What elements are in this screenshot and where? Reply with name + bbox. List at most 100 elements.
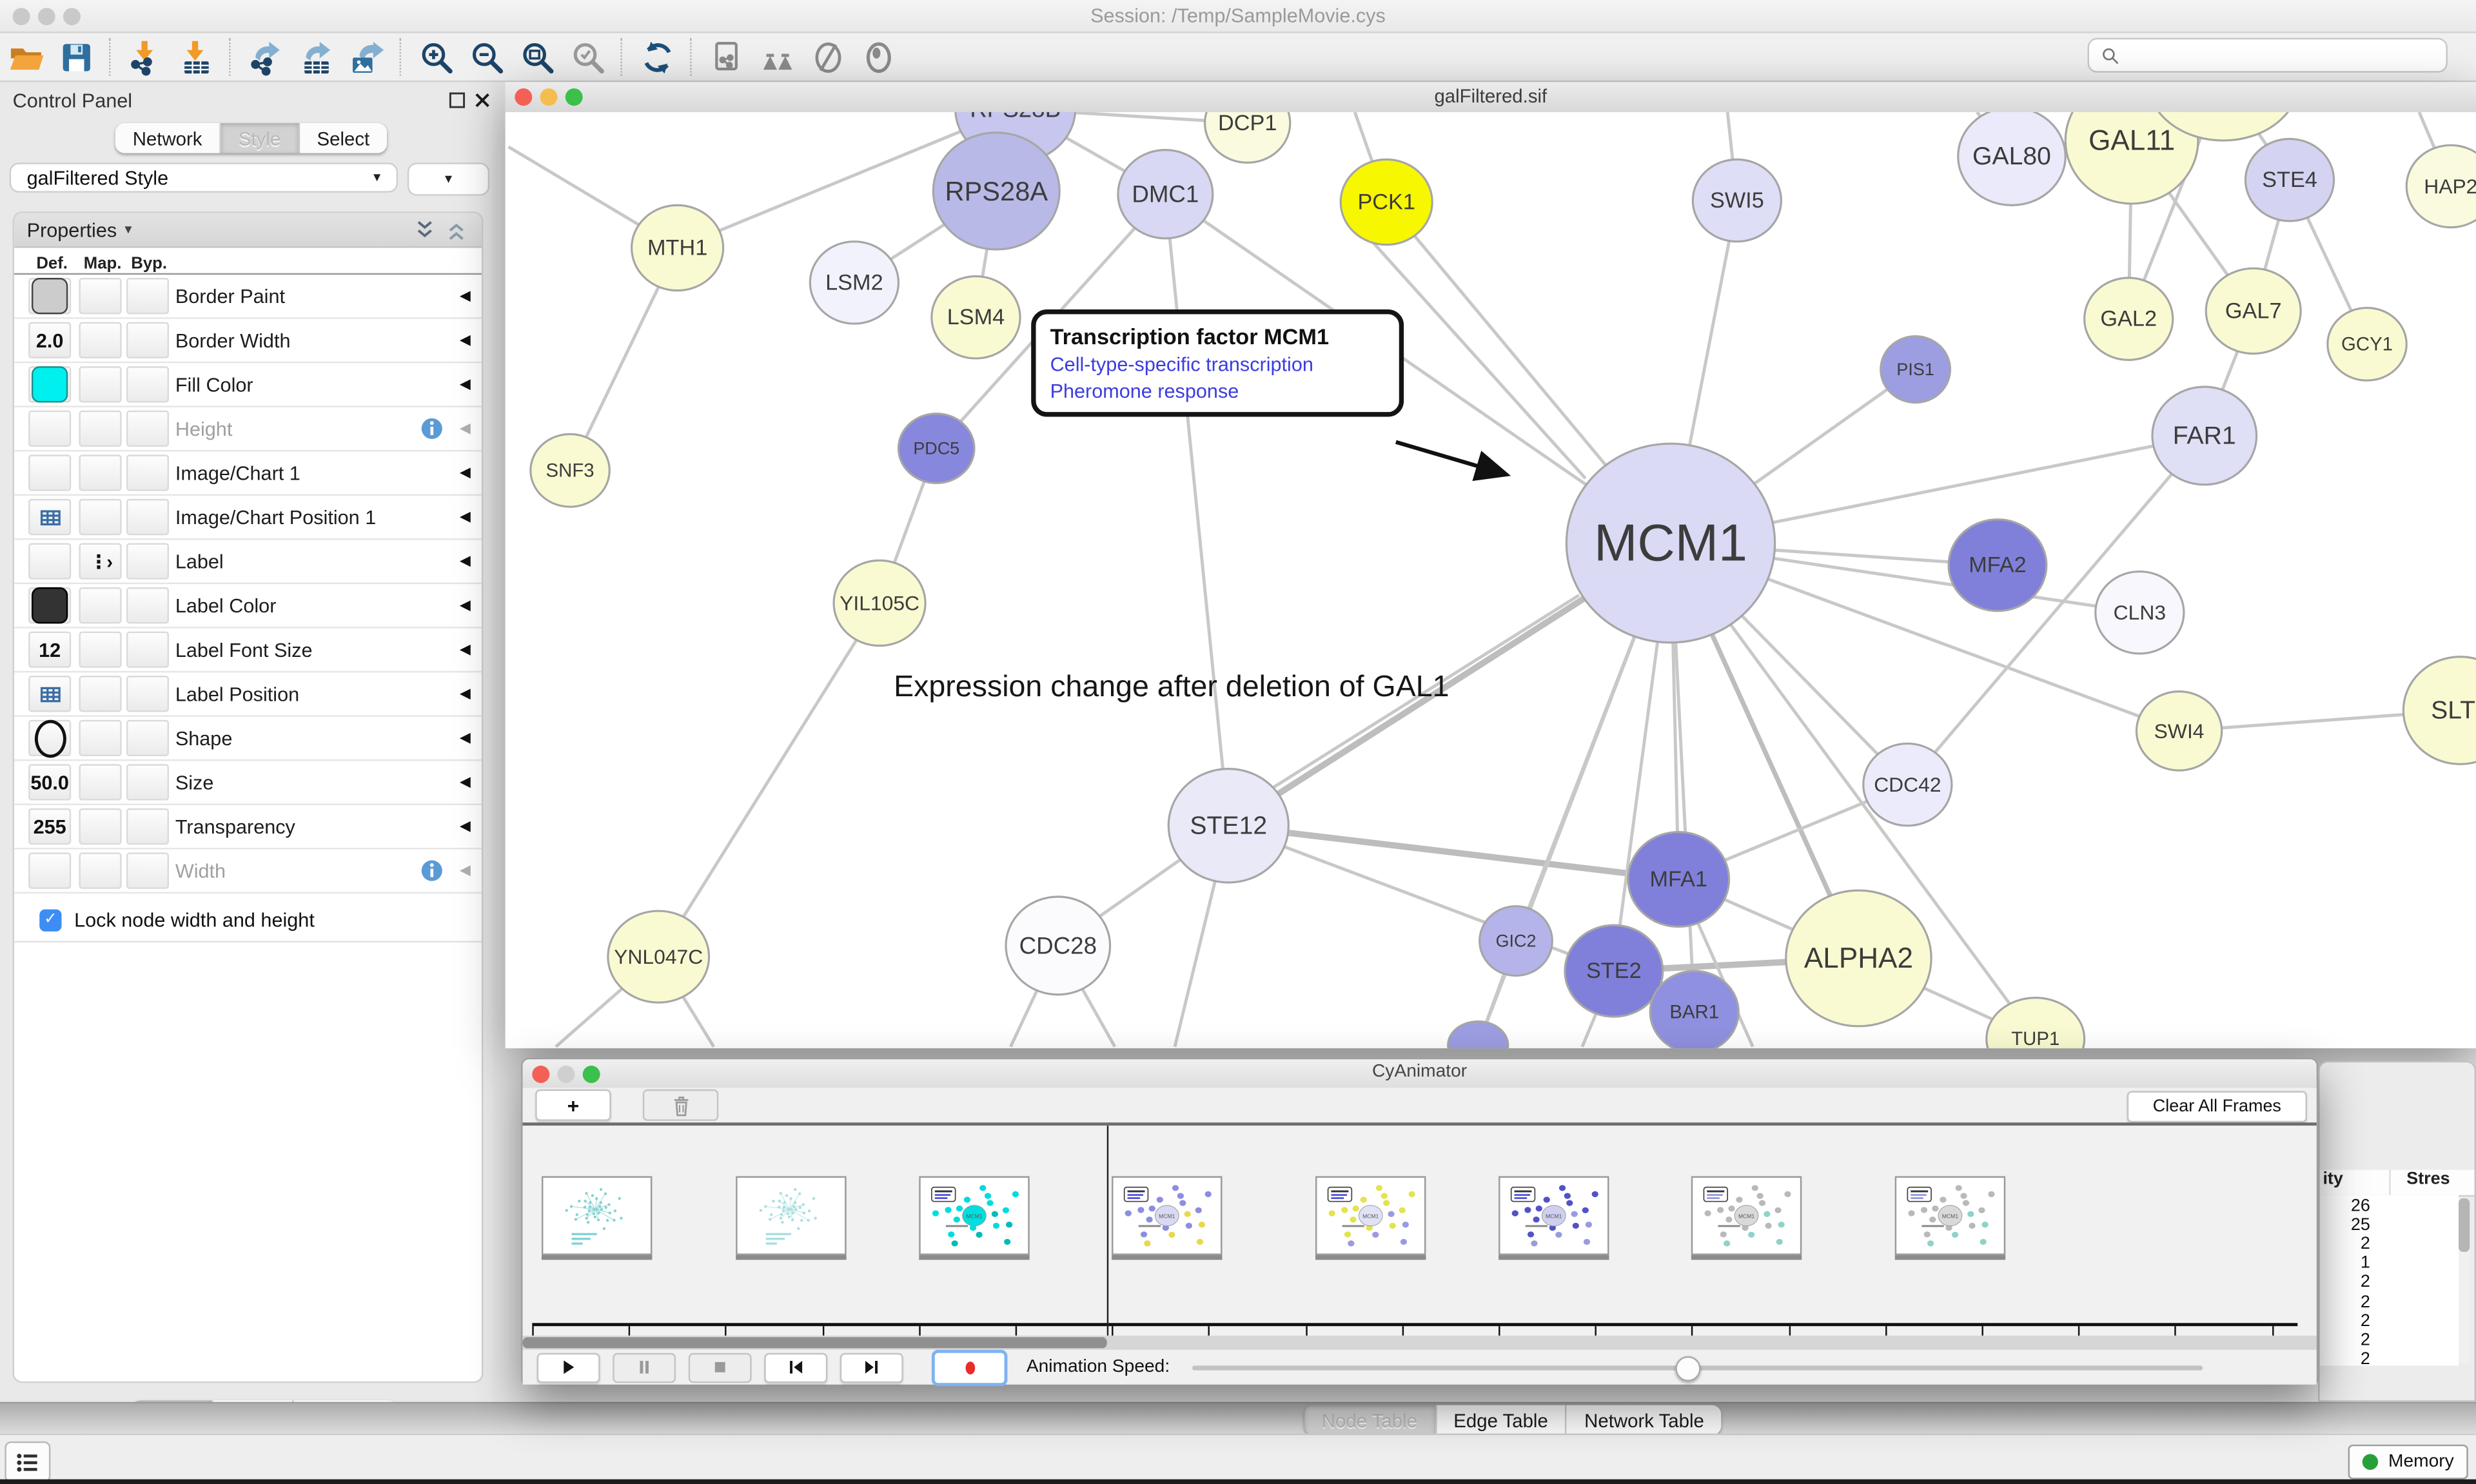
property-row-fill-color[interactable]: Fill Color ◀ xyxy=(14,363,482,407)
search-input[interactable] xyxy=(2127,44,2446,66)
stop-button[interactable] xyxy=(688,1352,752,1383)
network-node-gal2[interactable]: GAL2 xyxy=(2083,277,2174,361)
refresh-layout-icon[interactable] xyxy=(633,36,680,77)
playhead[interactable] xyxy=(1106,1126,1108,1336)
property-row-image-chart-position-1[interactable]: Image/Chart Position 1 ◀ xyxy=(14,496,482,540)
tab-select[interactable]: Select xyxy=(299,123,388,153)
panel-list-button[interactable] xyxy=(5,1441,51,1483)
property-value-cell[interactable] xyxy=(126,719,170,757)
expand-property-icon[interactable]: ◀ xyxy=(459,774,471,790)
export-image-icon[interactable] xyxy=(342,36,389,77)
network-node-cdc42[interactable]: CDC42 xyxy=(1862,742,1953,827)
property-value-cell[interactable] xyxy=(126,587,170,624)
network-node-ste4[interactable]: STE4 xyxy=(2244,137,2335,222)
network-node-dmc1[interactable]: DMC1 xyxy=(1117,149,1214,240)
table-header-stress[interactable]: Stres xyxy=(2406,1169,2450,1189)
property-value-cell[interactable] xyxy=(126,764,170,801)
zoom-window-icon[interactable] xyxy=(565,88,583,106)
table-cell-connectivity[interactable]: 2 xyxy=(2360,1235,2370,1254)
frame-thumbnail-2[interactable]: MCM1 xyxy=(918,1176,1030,1255)
network-node-sst2x[interactable] xyxy=(1447,1020,1509,1049)
network-node-pdc5[interactable]: PDC5 xyxy=(897,413,976,484)
network-edge[interactable] xyxy=(1906,434,2206,786)
network-node-gcy1[interactable]: GCY1 xyxy=(2326,306,2408,382)
network-edge[interactable] xyxy=(676,112,1016,249)
network-node-ynl047c[interactable]: YNL047C xyxy=(607,910,711,1004)
network-node-lsm4[interactable]: LSM4 xyxy=(930,275,1021,360)
network-edge[interactable] xyxy=(1228,822,1679,883)
expand-property-icon[interactable]: ◀ xyxy=(459,508,471,525)
network-node-bar1[interactable]: BAR1 xyxy=(1649,970,1740,1049)
property-value-cell[interactable]: 2.0 xyxy=(28,322,72,358)
expand-property-icon[interactable]: ◀ xyxy=(459,641,471,657)
network-node-rps28a[interactable]: RPS28A xyxy=(932,132,1061,251)
float-panel-icon[interactable] xyxy=(447,90,467,111)
clear-all-frames-button[interactable]: Clear All Frames xyxy=(2127,1091,2307,1123)
zoom-selected-icon[interactable] xyxy=(564,36,611,77)
close-panel-icon[interactable] xyxy=(472,90,493,111)
cyanimator-titlebar[interactable]: CyAnimator xyxy=(522,1059,2317,1089)
property-value-cell[interactable] xyxy=(28,278,72,315)
minimize-window-icon[interactable] xyxy=(557,1066,575,1084)
property-row-size[interactable]: 50.0 Size ◀ xyxy=(14,761,482,805)
property-value-cell[interactable] xyxy=(79,808,122,845)
frame-thumbnail-6[interactable]: MCM1 xyxy=(1691,1176,1803,1255)
property-row-label-color[interactable]: Label Color ◀ xyxy=(14,584,482,629)
skip-start-button[interactable] xyxy=(764,1352,828,1383)
expand-all-icon[interactable] xyxy=(412,217,437,242)
property-value-cell[interactable] xyxy=(28,410,72,447)
delete-frame-button[interactable] xyxy=(642,1089,719,1121)
network-node-cdc28[interactable]: CDC28 xyxy=(1005,895,1112,996)
property-row-label-position[interactable]: Label Position ◀ xyxy=(14,672,482,717)
property-value-cell[interactable] xyxy=(79,454,122,491)
table-cell-connectivity[interactable]: 26 xyxy=(2350,1196,2370,1216)
search-box[interactable] xyxy=(2087,37,2448,73)
table-header-connectivity[interactable]: ity xyxy=(2323,1169,2343,1189)
lock-size-row[interactable]: ✓ Lock node width and height xyxy=(14,898,482,943)
frame-thumbnail-5[interactable]: MCM1 xyxy=(1498,1176,1609,1255)
export-network-icon[interactable] xyxy=(242,36,289,77)
table-cell-connectivity[interactable]: 2 xyxy=(2360,1311,2370,1331)
skip-end-button[interactable] xyxy=(840,1352,903,1383)
frame-thumbnail-1[interactable] xyxy=(735,1176,846,1255)
pause-button[interactable] xyxy=(613,1352,676,1383)
zoom-out-icon[interactable] xyxy=(463,36,510,77)
property-value-cell[interactable] xyxy=(79,764,122,801)
property-row-border-paint[interactable]: Border Paint ◀ xyxy=(14,275,482,319)
expand-property-icon[interactable]: ◀ xyxy=(459,420,471,436)
play-button[interactable] xyxy=(536,1352,600,1383)
property-value-cell[interactable] xyxy=(79,278,122,315)
expand-property-icon[interactable]: ◀ xyxy=(459,817,471,834)
property-value-cell[interactable] xyxy=(126,366,170,403)
collapse-all-icon[interactable] xyxy=(444,217,469,242)
expand-property-icon[interactable]: ◀ xyxy=(459,862,471,878)
property-value-cell[interactable]: 12 xyxy=(28,631,72,668)
network-node-cln3[interactable]: CLN3 xyxy=(2094,570,2185,655)
scrollbar-thumb[interactable] xyxy=(522,1337,1107,1349)
property-value-cell[interactable] xyxy=(126,631,170,668)
property-value-cell[interactable] xyxy=(28,498,72,536)
expand-property-icon[interactable]: ◀ xyxy=(459,685,471,701)
zoom-window-icon[interactable] xyxy=(63,8,81,26)
slider-handle[interactable] xyxy=(1676,1355,1702,1381)
property-value-cell[interactable] xyxy=(28,719,72,757)
zoom-fit-icon[interactable] xyxy=(513,36,560,77)
table-cell-connectivity[interactable]: 2 xyxy=(2360,1349,2370,1369)
tab-network-table[interactable]: Network Table xyxy=(1567,1405,1722,1436)
expand-property-icon[interactable]: ◀ xyxy=(459,596,471,613)
tab-edge-table[interactable]: Edge Table xyxy=(1436,1405,1567,1436)
animation-speed-slider[interactable] xyxy=(1192,1355,2203,1381)
property-row-label[interactable]: ⋮› Label ◀ xyxy=(14,540,482,585)
info-icon[interactable] xyxy=(420,417,444,441)
network-node-pck1[interactable]: PCK1 xyxy=(1339,158,1433,246)
table-cell-connectivity[interactable]: 25 xyxy=(2350,1215,2370,1235)
property-value-cell[interactable] xyxy=(79,852,122,889)
tab-style[interactable]: Style xyxy=(221,123,300,153)
network-node-gal80[interactable]: GAL80 xyxy=(1957,112,2067,206)
network-node-far1[interactable]: FAR1 xyxy=(2151,386,2258,486)
network-node-gal11[interactable]: GAL11 xyxy=(2064,112,2199,205)
network-node-swi4[interactable]: SWI4 xyxy=(2135,690,2223,772)
network-node-pis1[interactable]: PIS1 xyxy=(1880,335,1952,404)
network-node-ste12[interactable]: STE12 xyxy=(1167,768,1290,884)
